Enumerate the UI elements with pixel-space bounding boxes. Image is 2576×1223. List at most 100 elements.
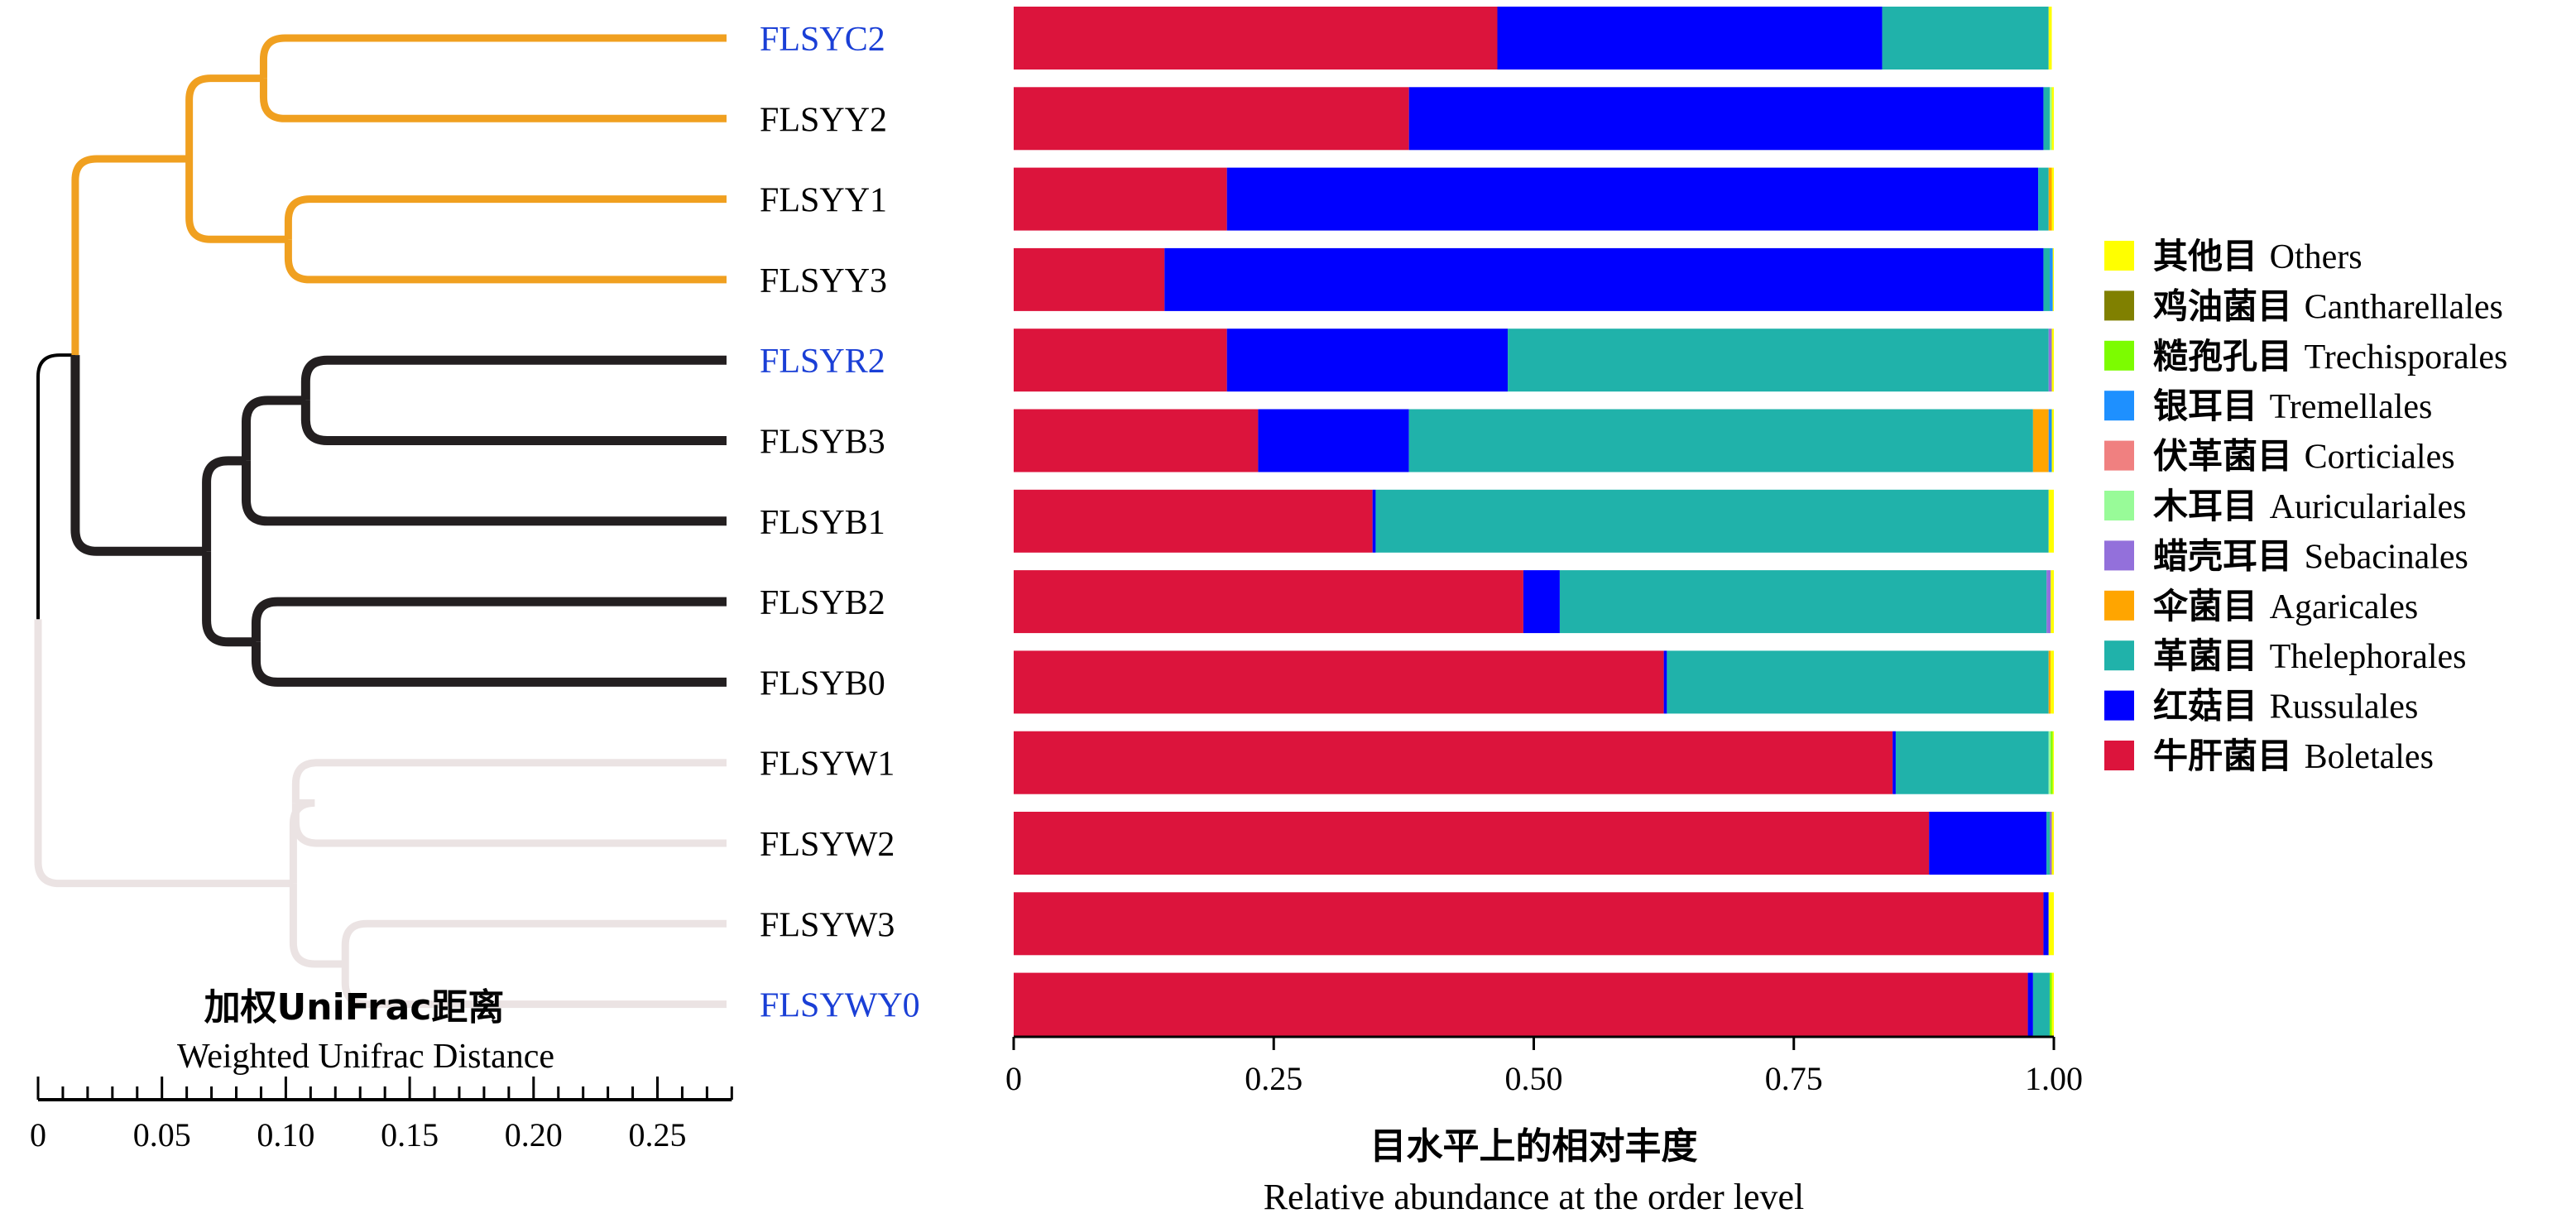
bar-segment [2043, 247, 2050, 311]
bar-row-FLSYY3 [1014, 247, 2054, 311]
sample-label: FLSYC2 [760, 21, 885, 59]
sample-label: FLSYB1 [760, 504, 885, 542]
bar-segment [2046, 570, 2051, 634]
legend-label-en: Russulales [2270, 688, 2419, 727]
legend-item: 银耳目 Tremellales [2104, 386, 2432, 426]
legend-swatch [2104, 340, 2134, 371]
bar-segment [2051, 650, 2054, 714]
scale-title-cn: 加权UniFrac距离 [204, 986, 505, 1029]
branch-to-leaf [291, 759, 727, 803]
bar-segment [2048, 409, 2052, 472]
branch [241, 396, 306, 461]
sample-label: FLSYW2 [760, 826, 895, 864]
bar-segment [2032, 409, 2049, 472]
legend-swatch [2104, 741, 2134, 770]
branch-to-leaf [241, 460, 727, 526]
scale-tick-label: 0.20 [505, 1116, 563, 1153]
bar-segment [2048, 489, 2054, 553]
sample-label: FLSYR2 [760, 343, 885, 381]
legend-label-cn: 革菌目 [2153, 635, 2270, 676]
bar-segment [1508, 329, 2049, 392]
legend-label: 革菌目 Thelephorales [2153, 635, 2467, 676]
legend-label-en: Agaricales [2270, 588, 2419, 626]
branch [34, 619, 294, 888]
bar-x-tick-label: 0 [1005, 1060, 1022, 1097]
bar-row-FLSYB2 [1014, 570, 2054, 634]
bar-row-FLSYW3 [1014, 892, 2054, 956]
legend-label: 红菇目 Russulales [2153, 686, 2418, 727]
branch-to-leaf [259, 78, 727, 122]
bar-segment [1523, 570, 1560, 634]
legend-label-cn: 其他目 [2153, 236, 2270, 276]
bar-x-tick-label: 0.50 [1505, 1060, 1563, 1097]
branch-to-leaf [284, 239, 727, 284]
bar-segment [1375, 489, 2049, 553]
bar-row-FLSYB1 [1014, 489, 2054, 553]
legend-label-cn: 红菇目 [2153, 686, 2270, 727]
legend-label-en: Cantharellales [2305, 288, 2503, 326]
branch [71, 155, 189, 356]
legend-item: 革菌目 Thelephorales [2104, 635, 2467, 676]
bar-segment [2051, 972, 2054, 1036]
legend-swatch [2104, 290, 2134, 321]
bar-x-tick-label: 0.25 [1245, 1060, 1302, 1097]
branch [36, 353, 75, 620]
legend-label-en: Sebacinales [2305, 538, 2468, 576]
bar-segment [2051, 167, 2054, 231]
legend-item: 糙孢孔目 Trechisporales [2104, 336, 2507, 376]
legend-label-en: Boletales [2305, 738, 2434, 776]
branch-to-leaf [300, 400, 727, 445]
legend-label: 木耳目 Auriculariales [2153, 486, 2467, 526]
bar-segment [1014, 87, 1409, 151]
legend-label-cn: 鸡油菌目 [2153, 285, 2305, 326]
bar-row-FLSYW2 [1014, 812, 2054, 875]
bar-segment [1014, 247, 1165, 311]
branch [202, 456, 247, 552]
bar-segment [2027, 972, 2033, 1036]
sample-label: FLSYW1 [760, 746, 895, 784]
bar-segment [1559, 570, 2047, 634]
bar-segment [1226, 167, 2039, 231]
bar-segment [2052, 731, 2054, 794]
scale-tick-label: 0.05 [133, 1116, 191, 1153]
branch-to-leaf [259, 34, 727, 79]
bar-x-tick-label: 0.75 [1765, 1060, 1823, 1097]
branch [185, 74, 264, 159]
bar-segment [1014, 409, 1259, 472]
legend-label-en: Tremellales [2270, 388, 2433, 426]
bar-segment [2052, 247, 2054, 311]
stacked-bar-chart: 0 0.25 0.50 0.75 1.00 目水平上的相对丰度 Relative abund… [1005, 7, 2083, 1217]
bar-segment [2049, 87, 2052, 151]
bar-segment [1258, 409, 1409, 472]
bar-segment [2043, 892, 2049, 956]
legend-swatch [2104, 540, 2134, 571]
bar-segment [1014, 167, 1227, 231]
sample-label: FLSYW3 [760, 906, 895, 944]
legend-label: 伞菌目 Agaricales [2153, 586, 2418, 626]
bar-segment [1164, 247, 2044, 311]
branch [202, 551, 257, 647]
bar-segment [2048, 329, 2052, 392]
bar-segment [2048, 650, 2051, 714]
bar-segment [2051, 812, 2054, 875]
legend-swatch [2104, 241, 2134, 271]
bar-x-axis-title: Relative abundance at the order level [1264, 1177, 1805, 1217]
branch-to-leaf [251, 597, 727, 642]
bar-segment [2049, 812, 2052, 875]
bar-segment [1895, 731, 2049, 794]
legend-swatch [2104, 391, 2134, 421]
sample-labels: FLSYC2 FLSYY2 FLSYY1 FLSYY3 FLSYR2 FLSYB3 FLSY… [760, 21, 920, 1025]
sample-label: FLSYWY0 [760, 987, 920, 1025]
bar-segment [2051, 329, 2054, 392]
bar-row-FLSYR2 [1014, 329, 2054, 392]
bar-segment [2048, 892, 2054, 956]
legend-item: 木耳目 Auriculariales [2104, 486, 2467, 526]
legend-label-cn: 糙孢孔目 [2153, 336, 2305, 376]
dendrogram: 0 0.05 0.10 0.15 0.20 0.25 加权UniFrac距离 Weighted… [30, 34, 733, 1153]
bar-segment [2043, 87, 2050, 151]
bar-segment [2051, 409, 2054, 472]
legend-label-cn: 蜡壳耳目 [2153, 535, 2305, 576]
bar-segment [1892, 731, 1896, 794]
bar-row-FLSYB3 [1014, 409, 2054, 472]
